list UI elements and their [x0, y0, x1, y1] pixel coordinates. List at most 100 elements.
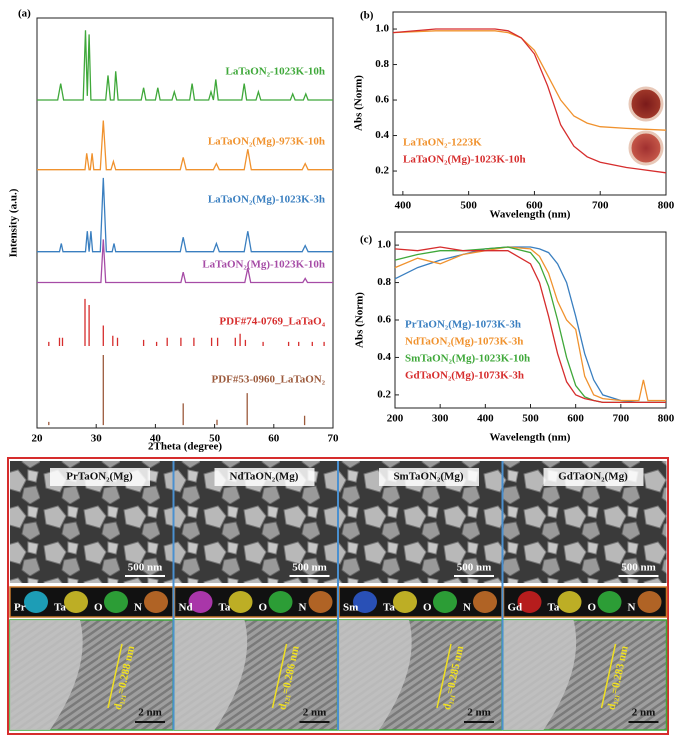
element-label: N — [299, 602, 307, 614]
eds-map — [637, 591, 662, 613]
series-label: LaTaON₂(Mg)-1023K-10h — [403, 154, 526, 166]
amorphous-region — [174, 620, 248, 730]
element-label: Nd — [179, 602, 193, 614]
sample-name: PrTaON₂(Mg) — [66, 471, 133, 483]
x-tick-label: 800 — [658, 413, 675, 425]
series-line — [37, 30, 333, 101]
x-tick-label: 200 — [387, 413, 404, 425]
series-label: PDF#74-0769_LaTaO₄ — [219, 316, 325, 328]
x-tick-label: 40 — [150, 433, 162, 445]
element-label: N — [463, 602, 471, 614]
x-tick-label: 800 — [658, 200, 675, 212]
name-backdrop — [543, 468, 644, 486]
y-axis-label: Abs (Norm) — [353, 75, 365, 131]
element-label: Ta — [548, 602, 560, 614]
y-tick-label: 0.6 — [377, 314, 391, 326]
x-tick-label: 400 — [477, 413, 494, 425]
element-label: Pr — [14, 602, 26, 614]
eds-map — [268, 591, 293, 613]
series-label: PrTaON₂(Mg)-1073K-3h — [405, 319, 521, 331]
panel-label: (b) — [360, 10, 374, 22]
element-label: Ta — [54, 602, 66, 614]
series-line — [394, 246, 666, 402]
amorphous-region — [339, 620, 412, 730]
name-backdrop — [214, 468, 315, 486]
sample-photo — [628, 130, 664, 166]
eds-map — [433, 591, 457, 613]
x-tick-label: 20 — [32, 433, 44, 445]
y-tick-label: 0.6 — [375, 94, 389, 106]
x-tick-label: 70 — [328, 433, 340, 445]
x-axis-label: Wavelength (nm) — [490, 209, 571, 221]
sample-photo — [628, 86, 664, 122]
eds-map — [104, 591, 128, 613]
series-label: LaTaON₂(Mg)-973K-10h — [208, 136, 325, 148]
series-label: PDF#53-0960_LaTaON₂ — [211, 374, 325, 386]
sample-name: GdTaON₂(Mg) — [558, 471, 628, 483]
x-tick-label: 700 — [592, 200, 609, 212]
tem-scale-label: 2 nm — [467, 707, 491, 719]
y-axis-label: Abs (Norm) — [354, 292, 366, 348]
x-tick-label: 600 — [526, 200, 543, 212]
eds-map — [597, 591, 622, 613]
x-tick-label: 50 — [209, 433, 221, 445]
x-tick-label: 500 — [460, 200, 477, 212]
eds-map — [517, 591, 542, 613]
sample-name: NdTaON₂(Mg) — [230, 471, 299, 483]
x-axis-label: 2Theta (degree) — [148, 441, 222, 453]
y-tick-label: 0.4 — [377, 351, 391, 363]
series-line — [394, 246, 666, 404]
tem-scale-label: 2 nm — [138, 707, 162, 719]
d-spacing-marker — [271, 643, 288, 709]
element-label: Sm — [343, 602, 358, 614]
element-label: Gd — [508, 602, 523, 614]
sample-name: SmTaON₂(Mg) — [393, 471, 463, 483]
x-tick-label: 600 — [567, 413, 584, 425]
y-tick-label: 0.2 — [375, 165, 389, 177]
series-line — [37, 239, 333, 284]
tem-scale-label: 2 nm — [632, 707, 656, 719]
amorphous-region — [10, 620, 83, 730]
series-label: LaTaON₂-1223K — [403, 137, 482, 149]
element-label: N — [628, 602, 636, 614]
element-label: O — [423, 602, 432, 614]
eds-map — [308, 591, 333, 613]
sem-scale-label: 500 nm — [128, 562, 163, 574]
element-label: O — [588, 602, 597, 614]
series-label: GdTaON₂(Mg)-1073K-3h — [405, 370, 524, 382]
y-tick-label: 0.8 — [377, 276, 391, 288]
element-label: O — [259, 602, 268, 614]
series-line — [37, 120, 333, 171]
eds-map — [64, 591, 88, 613]
eds-map — [228, 591, 253, 613]
sem-scale-label: 500 nm — [457, 562, 492, 574]
y-tick-label: 0.4 — [375, 129, 389, 141]
tem-scale-label: 2 nm — [303, 707, 327, 719]
x-tick-label: 30 — [91, 433, 103, 445]
series-label: SmTaON₂(Mg)-1023K-10h — [405, 353, 530, 365]
series-label: LaTaON₂-1023K-10h — [226, 66, 325, 78]
x-tick-label: 300 — [432, 413, 449, 425]
series-line — [392, 30, 667, 131]
y-tick-label: 1.0 — [377, 239, 391, 251]
series-line — [48, 298, 325, 346]
x-tick-label: 400 — [395, 200, 412, 212]
element-label: Ta — [219, 602, 231, 614]
sem-scale-label: 500 nm — [621, 562, 656, 574]
series-line — [37, 177, 333, 253]
panel-label: (c) — [360, 234, 373, 246]
eds-map — [24, 591, 48, 613]
d-spacing-marker — [600, 643, 617, 709]
panel-label: (a) — [18, 8, 31, 20]
eds-map — [557, 591, 582, 613]
eds-map — [473, 591, 497, 613]
name-backdrop — [379, 468, 479, 486]
d-spacing-marker — [107, 643, 123, 709]
plot-frame — [392, 11, 667, 196]
series-label: LaTaON₂(Mg)-1023K-10h — [202, 259, 325, 271]
eds-map — [393, 591, 417, 613]
x-tick-label: 700 — [613, 413, 630, 425]
y-axis-label: Intensity (a.u.) — [8, 188, 20, 257]
series-line — [392, 28, 667, 174]
